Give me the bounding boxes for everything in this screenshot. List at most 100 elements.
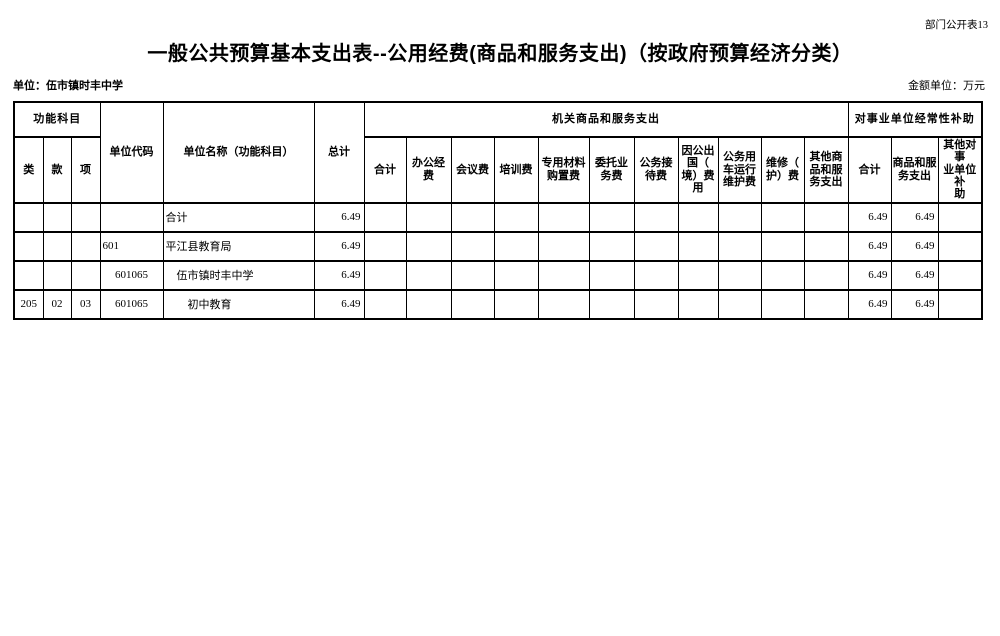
header-item: 项 — [70, 136, 101, 204]
table-cell: 6.49 — [847, 230, 892, 262]
table-cell — [677, 230, 719, 262]
table-cell — [363, 230, 407, 262]
table-cell: 6.49 — [890, 288, 939, 320]
header-vehicle-maintenance-fee: 公务用 车运行 维护费 — [717, 136, 762, 204]
table-cell — [450, 201, 495, 233]
header-training-fee: 培训费 — [493, 136, 539, 204]
table-cell — [363, 288, 407, 320]
table-cell — [937, 201, 983, 233]
table-cell: 6.49 — [847, 288, 892, 320]
table-cell — [537, 288, 590, 320]
table-cell — [760, 230, 805, 262]
table-cell — [803, 230, 849, 262]
table-cell: 601 — [99, 230, 164, 262]
table-cell — [717, 259, 762, 291]
table-cell: 205 — [13, 288, 44, 320]
table-cell — [42, 201, 72, 233]
table-cell — [537, 259, 590, 291]
table-cell — [13, 201, 44, 233]
table-cell — [363, 201, 407, 233]
header-unit-name: 单位名称（功能科目） — [162, 101, 315, 204]
table-cell: 03 — [70, 288, 101, 320]
table-cell — [760, 288, 805, 320]
table-cell — [803, 259, 849, 291]
unit-label: 单位：伍市镇时丰中学 — [13, 80, 123, 92]
meta-row: 单位：伍市镇时丰中学 金额单位：万元 — [13, 77, 985, 93]
header-subsidy-other: 其他对事 业单位补 助 — [937, 136, 983, 204]
table-row: 601 平江县教育局 6.49 6.49 6.49 — [13, 230, 983, 262]
table-body: 合计 6.49 6.49 6.49 601 平江县教育局 6.49 6.49 6.49 60106… — [13, 201, 983, 320]
header-other-goods-services: 其他商 品和服 务支出 — [803, 136, 849, 204]
table-cell — [450, 259, 495, 291]
table-cell — [70, 259, 101, 291]
table-cell — [717, 288, 762, 320]
table-cell: 6.49 — [313, 259, 365, 291]
table-cell — [803, 201, 849, 233]
table-cell: 601065 — [99, 259, 164, 291]
table-cell: 6.49 — [313, 230, 365, 262]
table-cell — [99, 201, 164, 233]
table-cell — [588, 288, 635, 320]
table-cell — [677, 259, 719, 291]
header-org-subtotal: 合计 — [363, 136, 407, 204]
header-row-groups: 功能科目 单位代码 单位名称（功能科目） 总计 机关商品和服务支出 对事业单位经… — [13, 101, 983, 204]
table-cell: 6.49 — [890, 259, 939, 291]
table-cell: 平江县教育局 — [162, 230, 315, 262]
table-cell — [588, 259, 635, 291]
report-sheet-number: 部门公开表13 — [925, 20, 988, 31]
header-subsidy-subtotal: 合计 — [847, 136, 892, 204]
header-subsidy-goods-services: 商品和服 务支出 — [890, 136, 939, 204]
table-cell: 6.49 — [890, 201, 939, 233]
table-cell — [405, 201, 452, 233]
table-cell — [405, 288, 452, 320]
header-office-expense: 办公经 费 — [405, 136, 452, 204]
table-cell: 601065 — [99, 288, 164, 320]
table-cell — [493, 230, 539, 262]
table-cell — [937, 259, 983, 291]
table-cell — [13, 259, 44, 291]
header-repair-fee: 维修（ 护）费 — [760, 136, 805, 204]
header-overseas-trip-fee: 因公出 国（ 境）费 用 — [677, 136, 719, 204]
table-row: 合计 6.49 6.49 6.49 — [13, 201, 983, 233]
table-cell — [42, 230, 72, 262]
table-cell — [803, 288, 849, 320]
budget-table: 功能科目 单位代码 单位名称（功能科目） 总计 机关商品和服务支出 对事业单位经… — [13, 101, 984, 320]
header-entrusted-business-fee: 委托业 务费 — [588, 136, 635, 204]
header-special-material-fee: 专用材料 购置费 — [537, 136, 590, 204]
table-cell: 6.49 — [890, 230, 939, 262]
table-cell — [633, 230, 679, 262]
table-cell — [633, 259, 679, 291]
table-cell — [760, 201, 805, 233]
header-meeting-fee: 会议费 — [450, 136, 495, 204]
header-official-reception-fee: 公务接 待费 — [633, 136, 679, 204]
table-cell — [70, 230, 101, 262]
header-subsidy-group: 对事业单位经常性补助 — [847, 101, 983, 138]
header-grand-total: 总计 — [313, 101, 365, 204]
table-cell: 合计 — [162, 201, 315, 233]
table-cell — [633, 288, 679, 320]
table-cell — [937, 288, 983, 320]
page-title: 一般公共预算基本支出表--公用经费(商品和服务支出)（按政府预算经济分类） — [147, 43, 853, 65]
table-cell: 6.49 — [847, 259, 892, 291]
table-cell — [537, 201, 590, 233]
table-cell — [493, 259, 539, 291]
table-cell — [42, 259, 72, 291]
table-cell — [537, 230, 590, 262]
header-org-goods-group: 机关商品和服务支出 — [363, 101, 849, 138]
table-cell — [405, 259, 452, 291]
table-cell — [937, 230, 983, 262]
table-cell: 02 — [42, 288, 72, 320]
table-cell — [363, 259, 407, 291]
table-row: 601065 伍市镇时丰中学 6.49 6.49 6.49 — [13, 259, 983, 291]
table-cell — [588, 201, 635, 233]
header-unit-code: 单位代码 — [99, 101, 164, 204]
header-section: 款 — [42, 136, 72, 204]
table-header: 功能科目 单位代码 单位名称（功能科目） 总计 机关商品和服务支出 对事业单位经… — [13, 101, 983, 204]
table-cell — [450, 288, 495, 320]
table-cell: 初中教育 — [162, 288, 315, 320]
table-cell — [633, 201, 679, 233]
table-cell — [677, 288, 719, 320]
table-cell — [760, 259, 805, 291]
table-cell — [13, 230, 44, 262]
table-cell — [450, 230, 495, 262]
